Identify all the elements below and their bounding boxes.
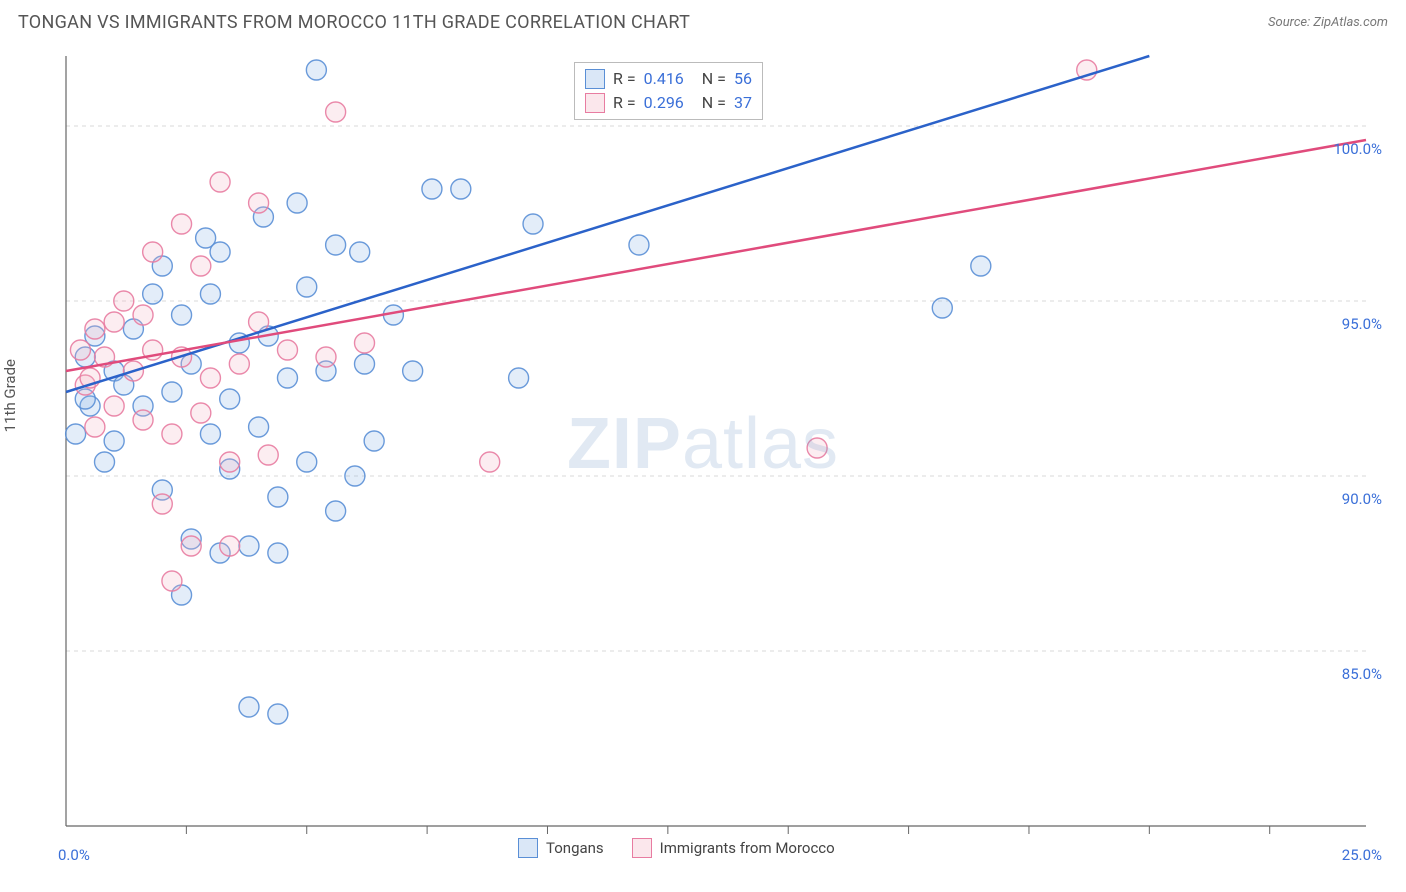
- series-legend: Tongans Immigrants from Morocco: [518, 838, 835, 858]
- y-tick-label: 95.0%: [1342, 315, 1382, 333]
- chart-container: 11th Grade ZIPatlas R =0.416 N =56 R =0.…: [18, 48, 1388, 872]
- correlation-legend: R =0.416 N =56 R =0.296 N =37: [574, 62, 763, 120]
- scatter-chart: [18, 48, 1372, 850]
- y-axis-label: 11th Grade: [1, 359, 19, 432]
- y-tick-label: 90.0%: [1342, 490, 1382, 508]
- y-tick-label: 85.0%: [1342, 665, 1382, 683]
- x-max-label: 25.0%: [1342, 846, 1382, 864]
- y-tick-label: 100.0%: [1333, 140, 1382, 158]
- legend-row-tongans: R =0.416 N =56: [585, 67, 752, 91]
- source-label: Source: ZipAtlas.com: [1268, 15, 1388, 30]
- series-swatch-morocco: [632, 838, 652, 858]
- x-min-label: 0.0%: [58, 846, 90, 864]
- header: TONGAN VS IMMIGRANTS FROM MOROCCO 11TH G…: [0, 0, 1406, 39]
- series-label-tongans: Tongans: [546, 839, 604, 857]
- legend-row-morocco: R =0.296 N =37: [585, 91, 752, 115]
- series-legend-item-morocco: Immigrants from Morocco: [632, 838, 835, 858]
- chart-title: TONGAN VS IMMIGRANTS FROM MOROCCO 11TH G…: [18, 12, 690, 33]
- legend-swatch-tongans: [585, 69, 605, 89]
- series-legend-item-tongans: Tongans: [518, 838, 604, 858]
- series-label-morocco: Immigrants from Morocco: [660, 839, 835, 857]
- legend-swatch-morocco: [585, 93, 605, 113]
- series-swatch-tongans: [518, 838, 538, 858]
